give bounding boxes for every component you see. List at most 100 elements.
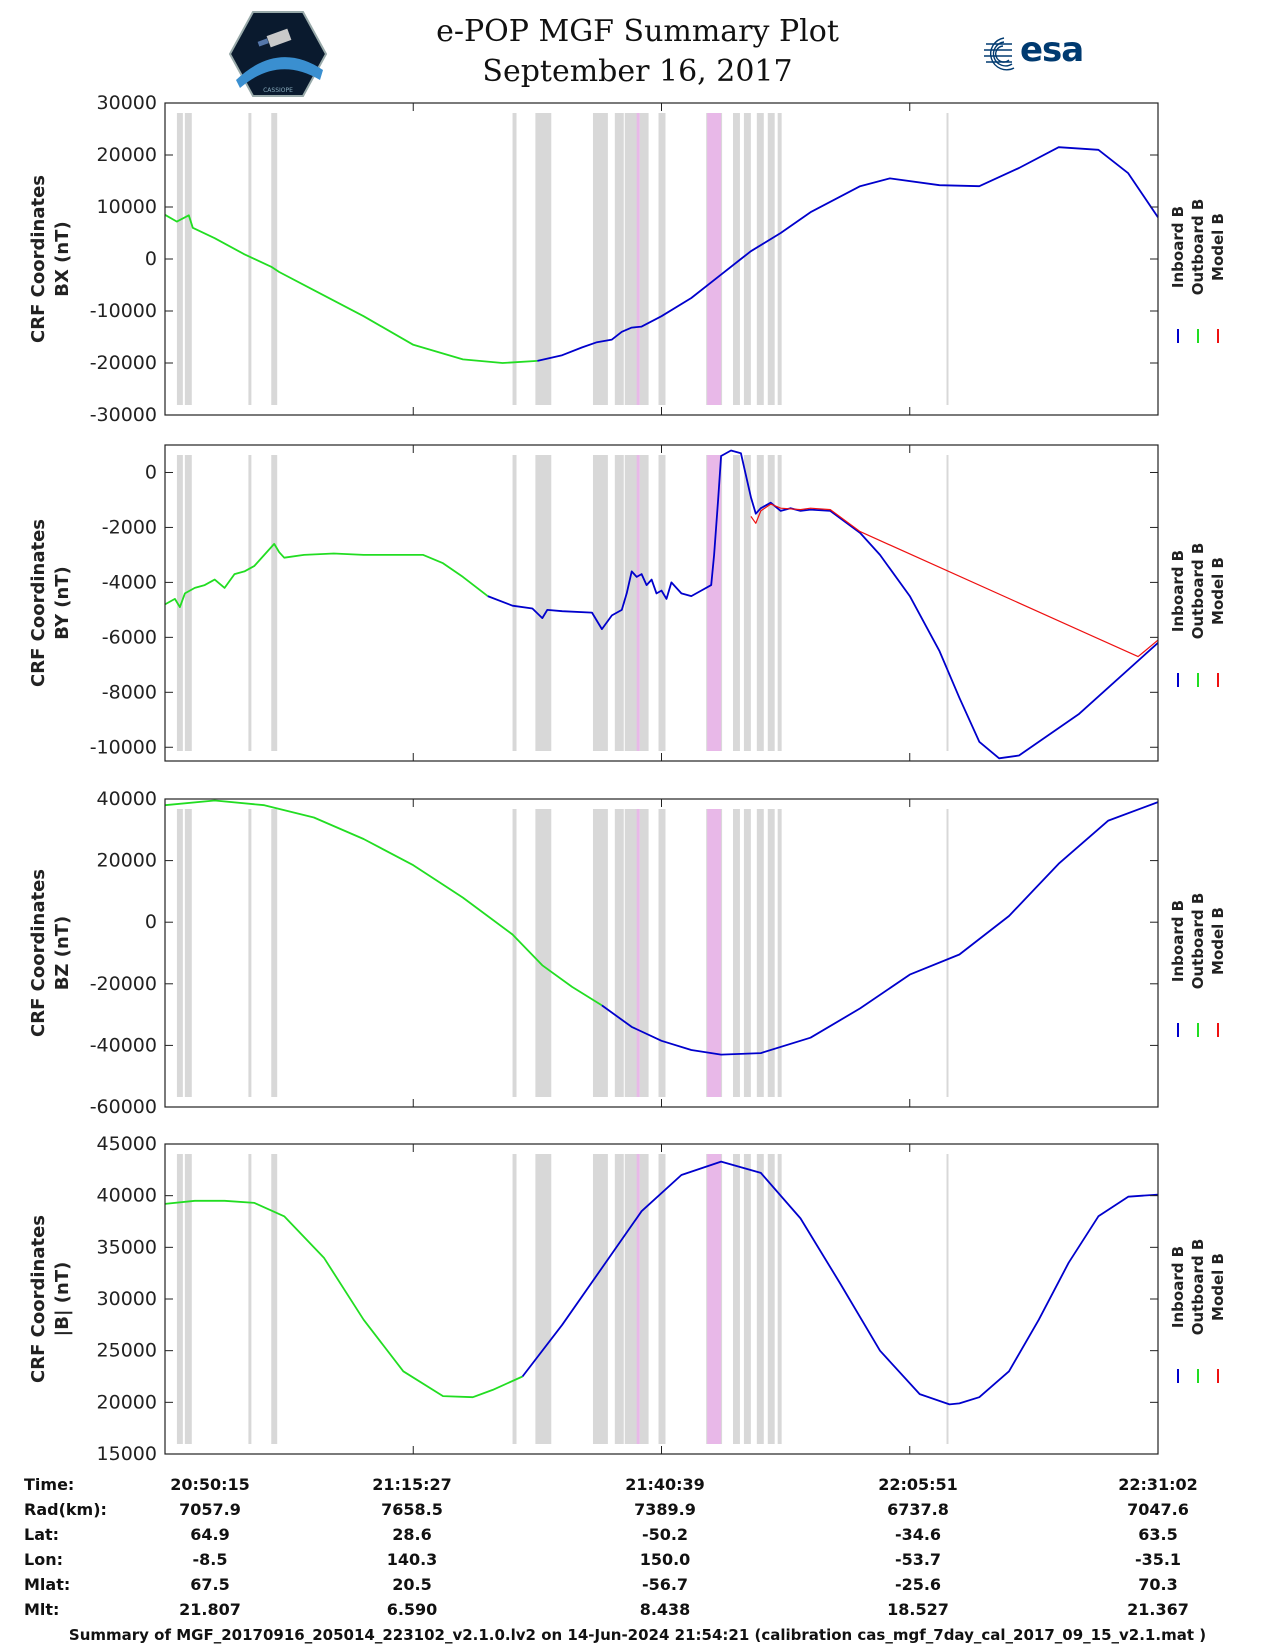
info-cell: 8.438 — [639, 1600, 691, 1619]
info-cell: -50.2 — [641, 1525, 689, 1544]
info-cell: 20.5 — [392, 1575, 432, 1594]
gap-band-0-13 — [743, 113, 751, 405]
gap-band-3-0 — [176, 1154, 183, 1444]
y-tick-label-2-3: -20000 — [90, 973, 157, 995]
gap-band-1-15 — [767, 455, 775, 751]
cassiope-logo: CASSIOPE — [228, 11, 328, 97]
y-tick-label-1-4: -8000 — [102, 681, 157, 703]
gap-band-1-5 — [535, 455, 552, 751]
y-tick-label-0-4: -10000 — [90, 300, 157, 322]
y-axis-unit-1: BY (nT) — [52, 566, 73, 640]
gap-band-0-10 — [658, 113, 666, 405]
info-row-label: Time: — [24, 1475, 75, 1494]
info-cell: -25.6 — [894, 1575, 942, 1594]
y-tick-label-3-2: 35000 — [97, 1236, 157, 1258]
legend-label-1-0: Inboard B — [1169, 550, 1187, 632]
esa-logo-mark — [984, 37, 1015, 71]
legend-label-1-1: Outboard B — [1189, 543, 1207, 640]
y-tick-label-2-5: -60000 — [90, 1096, 157, 1118]
y-tick-label-1-0: 0 — [145, 461, 157, 483]
gap-band-2-13 — [743, 809, 751, 1097]
gap-band-2-14 — [756, 809, 764, 1097]
y-axis-label-0: CRF Coordinates — [28, 175, 49, 343]
info-row: Mlt: 21.807 6.590 8.438 18.527 21.367 — [0, 1600, 1275, 1622]
gap-band-2-12 — [732, 809, 740, 1097]
info-row-label: Mlt: — [24, 1600, 60, 1619]
y-tick-label-0-5: -20000 — [90, 352, 157, 374]
gap-band-1-7 — [614, 455, 624, 751]
gap-band-2-8 — [624, 809, 638, 1097]
gap-band-2-16 — [777, 809, 782, 1097]
gap-band-2-5 — [535, 809, 552, 1097]
pink-band-3-0 — [707, 1154, 722, 1444]
gap-band-3-14 — [756, 1154, 764, 1444]
gap-band-0-0 — [176, 113, 183, 405]
y-tick-label-2-1: 20000 — [97, 850, 157, 872]
earth-limb-icon — [236, 57, 323, 88]
info-cell: 67.5 — [190, 1575, 230, 1594]
y-tick-label-0-3: 0 — [145, 248, 157, 270]
series-line-by-inboard-b — [487, 449, 1159, 760]
gap-band-1-16 — [777, 455, 782, 751]
gap-band-3-1 — [184, 1154, 192, 1444]
gap-band-0-15 — [767, 113, 775, 405]
info-row-label: Rad(km): — [24, 1500, 107, 1519]
legend-label-2-0: Inboard B — [1169, 900, 1187, 982]
legend-label-1-2: Model B — [1209, 557, 1227, 625]
series-line-by-model-b — [750, 503, 1159, 658]
gap-band-3-2 — [248, 1154, 252, 1444]
gap-band-3-10 — [658, 1154, 666, 1444]
pink-band-2-0 — [707, 809, 722, 1097]
plot-date: September 16, 2017 — [482, 54, 793, 89]
info-cell: 7658.5 — [381, 1500, 443, 1519]
info-cell: -34.6 — [894, 1525, 942, 1544]
gap-band-2-9 — [639, 809, 649, 1097]
pink-band-0-0 — [707, 113, 722, 405]
info-row: Rad(km): 7057.9 7658.5 7389.9 6737.8 7047.6 — [0, 1500, 1275, 1522]
gap-band-2-2 — [248, 809, 252, 1097]
gap-band-0-7 — [614, 113, 624, 405]
info-cell: -53.7 — [894, 1550, 942, 1569]
gap-band-3-5 — [535, 1154, 552, 1444]
legend-label-2-1: Outboard B — [1189, 893, 1207, 990]
gap-band-3-7 — [614, 1154, 624, 1444]
info-cell: 28.6 — [392, 1525, 432, 1544]
gap-band-1-14 — [756, 455, 764, 751]
gap-band-2-15 — [767, 809, 775, 1097]
info-row: Time: 20:50:15 21:15:27 21:40:39 22:05:51 22:… — [0, 1475, 1275, 1497]
gap-band-0-2 — [248, 113, 252, 405]
info-cell: -56.7 — [641, 1575, 689, 1594]
legend-label-0-1: Outboard B — [1189, 199, 1207, 296]
y-tick-label-3-4: 25000 — [97, 1340, 157, 1362]
gap-band-0-4 — [512, 113, 517, 405]
pink-band-1-0 — [707, 455, 722, 751]
gap-band-1-10 — [658, 455, 666, 751]
gap-band-1-2 — [248, 455, 252, 751]
series-line-by-outboard-b — [164, 543, 489, 608]
series-line-bz-outboard-b — [164, 799, 603, 1007]
footer-caption: Summary of MGF_20170916_205014_223102_v2… — [68, 1626, 1207, 1644]
info-cell: 7389.9 — [634, 1500, 696, 1519]
info-cell: 21.367 — [1127, 1600, 1189, 1619]
y-tick-label-3-3: 30000 — [97, 1288, 157, 1310]
y-tick-label-2-2: 0 — [145, 911, 157, 933]
y-tick-label-3-1: 40000 — [97, 1185, 157, 1207]
gap-band-2-17 — [946, 809, 949, 1097]
info-cell: -8.5 — [192, 1550, 228, 1569]
gap-band-1-17 — [946, 455, 949, 751]
gap-band-0-12 — [732, 113, 740, 405]
gap-band-0-6 — [592, 113, 608, 405]
info-cell: 7047.6 — [1127, 1500, 1189, 1519]
esa-swirl-icon — [984, 37, 1015, 71]
legend-label-3-0: Inboard B — [1169, 1246, 1187, 1328]
info-cell: 140.3 — [386, 1550, 438, 1569]
info-cell: 7057.9 — [179, 1500, 241, 1519]
gap-band-3-12 — [732, 1154, 740, 1444]
gap-band-3-3 — [271, 1154, 278, 1444]
info-cell: 22:05:51 — [878, 1475, 958, 1494]
gap-band-0-8 — [624, 113, 638, 405]
y-tick-label-1-1: -2000 — [102, 516, 157, 538]
gap-band-0-9 — [639, 113, 649, 405]
series-line-bz-inboard-b — [601, 801, 1159, 1056]
